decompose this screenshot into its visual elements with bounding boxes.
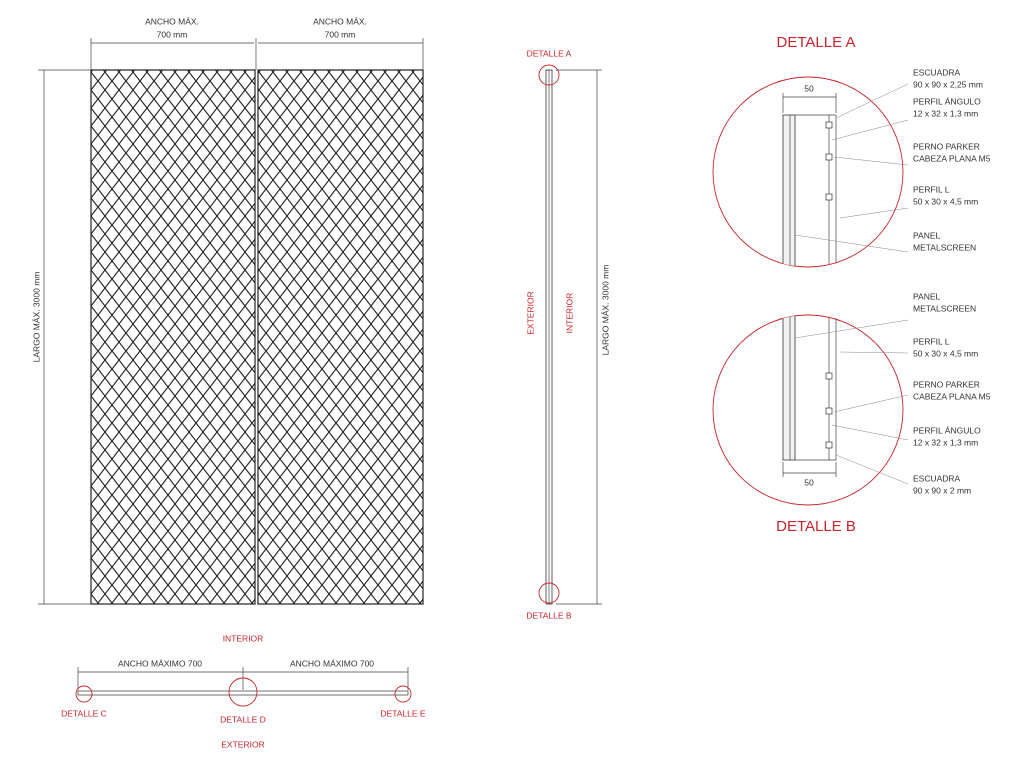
side-label: INTERIOR	[223, 633, 264, 643]
width-value: 700 mm	[157, 29, 188, 39]
label: PERNO PARKER	[913, 141, 980, 151]
label: PANEL	[913, 230, 941, 240]
front-view: ANCHO MÁX. 700 mm ANCHO MÁX. 700 mm LARG…	[31, 16, 424, 605]
callout: DETALLE B	[526, 610, 572, 620]
label: METALSCREEN	[913, 303, 976, 313]
dimension: 50	[804, 477, 814, 487]
callout: DETALLE A	[527, 48, 572, 58]
label: ESCUADRA	[913, 473, 961, 483]
side-view: DETALLE A DETALLE B EXTERIOR INTERIOR LA…	[525, 48, 610, 620]
label: 12 x 32 x 1,3 mm	[913, 437, 978, 447]
label: 50 x 30 x 4,5 mm	[913, 348, 978, 358]
callout: DETALLE E	[380, 708, 426, 718]
label: PERNO PARKER	[913, 379, 980, 389]
callout: DETALLE D	[220, 714, 266, 724]
label: PERFIL L	[913, 184, 950, 194]
detail-title: DETALLE B	[776, 518, 856, 535]
label: 12 x 32 x 1,3 mm	[913, 108, 978, 118]
label: CABEZA PLANA M5	[913, 153, 991, 163]
label: PERFIL ÁNGULO	[913, 96, 981, 106]
height-label: LARGO MÁX. 3000 mm	[31, 272, 41, 363]
detail-title: DETALLE A	[777, 34, 856, 51]
label: ESCUADRA	[913, 67, 961, 77]
width-label: ANCHO MÁXIMO 700	[290, 658, 374, 668]
plan-view: INTERIOR ANCHO MÁXIMO 700 ANCHO MÁXIMO 7…	[61, 633, 426, 749]
width-title: ANCHO MÁX.	[145, 16, 199, 26]
label: 90 x 90 x 2,25 mm	[913, 79, 983, 89]
side-label: EXTERIOR	[525, 291, 535, 334]
detail-a: DETALLE A 50 ESCUADRA 90 x 90 x 2,25 mm …	[712, 34, 991, 268]
dimension: 50	[804, 83, 814, 93]
label: PANEL	[913, 291, 941, 301]
height-label: LARGO MÁX. 3000 mm	[600, 265, 610, 356]
width-value: 700 mm	[325, 29, 356, 39]
label: CABEZA PLANA M5	[913, 391, 991, 401]
width-label: ANCHO MÁXIMO 700	[118, 658, 202, 668]
label: 90 x 90 x 2 mm	[913, 485, 971, 495]
side-label: INTERIOR	[564, 293, 574, 334]
label: METALSCREEN	[913, 242, 976, 252]
callout: DETALLE C	[61, 708, 107, 718]
width-title: ANCHO MÁX.	[313, 16, 367, 26]
detail-b: DETALLE B 50 PANEL METALSCREEN PERFIL L …	[712, 291, 991, 535]
label: PERFIL L	[913, 336, 950, 346]
side-label: EXTERIOR	[221, 739, 264, 749]
label: 50 x 30 x 4,5 mm	[913, 196, 978, 206]
label: PERFIL ÁNGULO	[913, 425, 981, 435]
